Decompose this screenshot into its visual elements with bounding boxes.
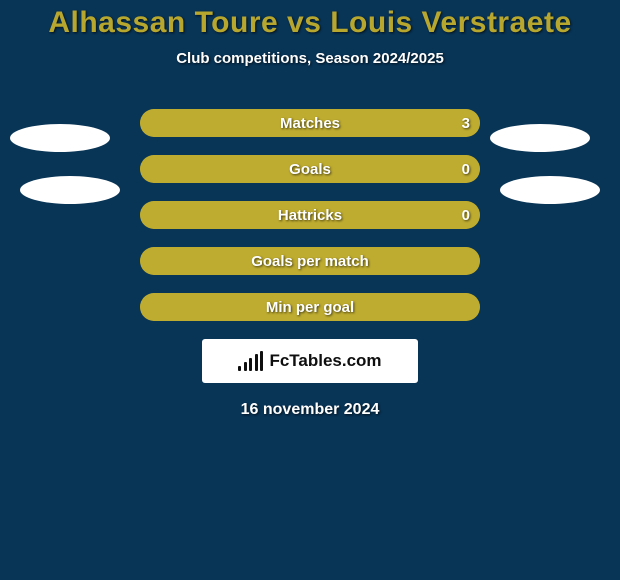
stat-bar: Goals0 xyxy=(140,155,480,183)
stat-row: Goals per match xyxy=(0,247,620,275)
snapshot-date: 16 november 2024 xyxy=(0,401,620,419)
stat-value-right: 0 xyxy=(462,201,470,229)
stat-row: Min per goal xyxy=(0,293,620,321)
page-title: Alhassan Toure vs Louis Verstraete xyxy=(0,0,620,40)
decorative-oval xyxy=(10,124,110,152)
subtitle: Club competitions, Season 2024/2025 xyxy=(0,50,620,67)
stat-value-right: 3 xyxy=(462,109,470,137)
stat-label: Hattricks xyxy=(140,201,480,229)
fctables-logo: FcTables.com xyxy=(202,339,418,383)
decorative-oval xyxy=(490,124,590,152)
logo-bar-icon xyxy=(238,351,263,371)
logo-bar-segment xyxy=(260,351,263,371)
stat-bar: Goals per match xyxy=(140,247,480,275)
decorative-oval xyxy=(500,176,600,204)
stat-label: Min per goal xyxy=(140,293,480,321)
stat-label: Goals xyxy=(140,155,480,183)
logo-bar-segment xyxy=(238,366,241,371)
logo-bar-segment xyxy=(244,362,247,371)
stat-row: Hattricks0 xyxy=(0,201,620,229)
logo-bar-segment xyxy=(255,354,258,371)
stat-bar: Min per goal xyxy=(140,293,480,321)
stat-label: Matches xyxy=(140,109,480,137)
logo-bar-segment xyxy=(249,358,252,371)
decorative-oval xyxy=(20,176,120,204)
logo-text: FcTables.com xyxy=(269,351,381,371)
stat-bar: Hattricks0 xyxy=(140,201,480,229)
stat-label: Goals per match xyxy=(140,247,480,275)
stat-bar: Matches3 xyxy=(140,109,480,137)
comparison-infographic: Alhassan Toure vs Louis Verstraete Club … xyxy=(0,0,620,580)
stat-value-right: 0 xyxy=(462,155,470,183)
